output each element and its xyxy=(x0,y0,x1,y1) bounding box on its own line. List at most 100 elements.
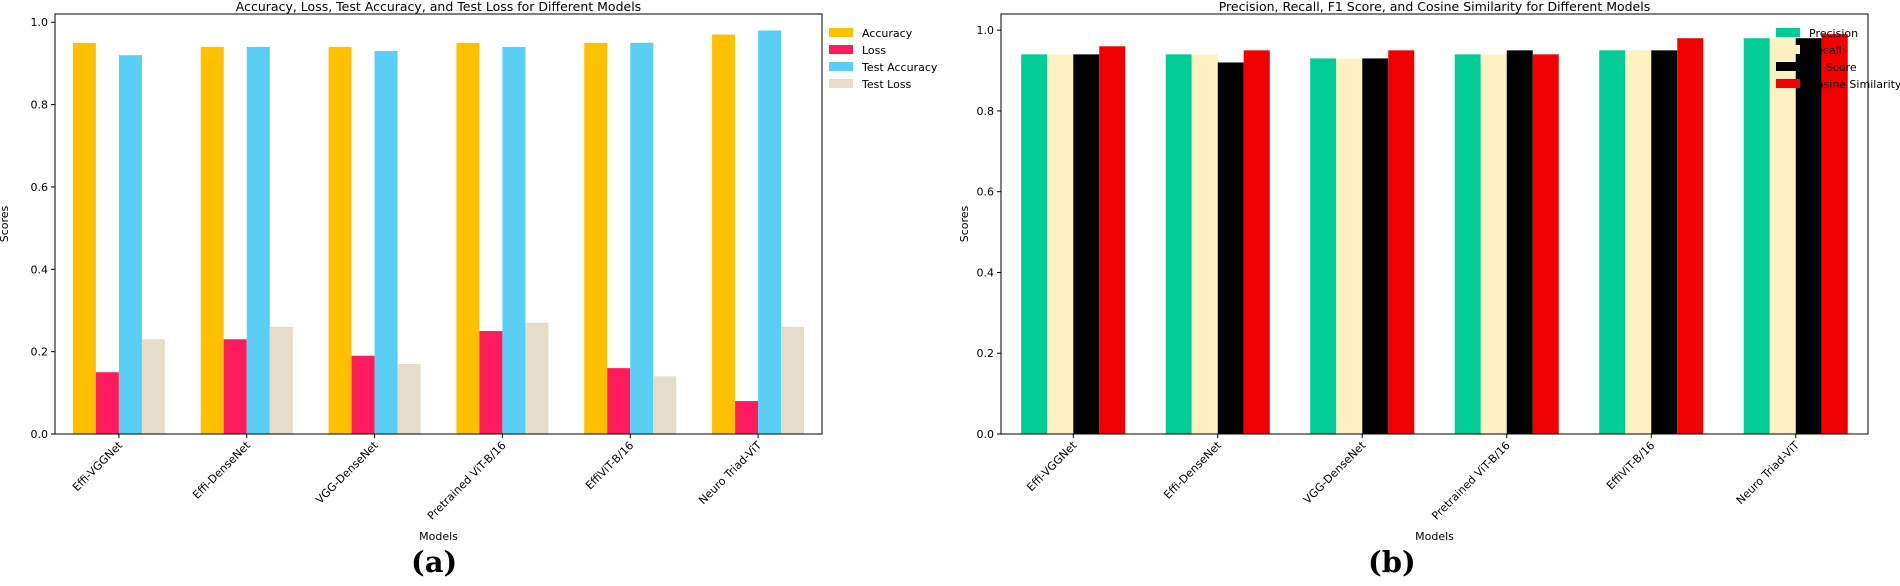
x-tick-label: EffiViT-B/16 xyxy=(583,439,636,492)
bar xyxy=(502,46,526,434)
legend-swatch xyxy=(829,28,853,37)
legend-swatch xyxy=(829,62,853,71)
x-tick-label: Effi-VGGNet xyxy=(70,438,125,493)
bar xyxy=(1243,50,1270,434)
bar xyxy=(328,46,352,434)
bar xyxy=(200,46,224,434)
legend-swatch xyxy=(1776,45,1800,54)
x-tick-label: Neuro Triad-ViT xyxy=(1734,439,1802,507)
legend-swatch xyxy=(1776,79,1800,88)
chart-title: Precision, Recall, F1 Score, and Cosine … xyxy=(1219,0,1651,14)
legend-label: Loss xyxy=(862,44,886,57)
chart-title: Accuracy, Loss, Test Accuracy, and Test … xyxy=(236,0,641,14)
legend-swatch xyxy=(829,45,853,54)
x-tick-label: VGG-DenseNet xyxy=(313,438,381,506)
legend-label: Test Loss xyxy=(861,78,912,91)
bar xyxy=(95,372,119,434)
legend-label: Cosine Similarity xyxy=(1809,78,1900,91)
legend: Precision Recall F1 Score Cosine Similarity xyxy=(1776,27,1900,91)
chart-b: Precision, Recall, F1 Score, and Cosine … xyxy=(958,0,1900,543)
bar xyxy=(479,331,503,434)
x-tick-label: EffiViT-B/16 xyxy=(1604,439,1657,492)
y-axis-label: Scores xyxy=(958,205,971,242)
series-test-loss xyxy=(141,322,805,434)
panel-label-b: (b) xyxy=(1368,545,1416,579)
y-tick-label: 0.2 xyxy=(977,347,995,360)
bar xyxy=(1532,54,1559,434)
legend-swatch xyxy=(829,79,853,88)
legend: Accuracy Loss Test Accuracy Test Loss xyxy=(829,27,938,91)
bar xyxy=(758,30,782,434)
bar xyxy=(712,34,736,435)
x-tick-label: Pretrained ViT-B/16 xyxy=(1429,439,1513,523)
x-axis-label: Models xyxy=(1415,530,1454,543)
bar xyxy=(1743,38,1770,434)
y-tick-label: 0.2 xyxy=(31,346,49,359)
y-tick-label: 0.6 xyxy=(977,186,995,199)
panel-label-a: (a) xyxy=(411,545,458,579)
y-tick-label: 0.8 xyxy=(31,99,49,112)
bar xyxy=(525,322,549,434)
bar xyxy=(1099,46,1126,435)
series-test-accuracy xyxy=(118,30,782,435)
y-tick-label: 0.6 xyxy=(31,181,49,194)
bar xyxy=(1073,54,1100,434)
y-tick-label: 0.0 xyxy=(977,428,995,441)
bar xyxy=(1651,50,1678,434)
bar xyxy=(1165,54,1192,434)
bar xyxy=(1677,38,1704,434)
bar xyxy=(1599,50,1626,434)
bar xyxy=(1388,50,1415,434)
bar xyxy=(397,364,421,434)
bar xyxy=(1506,50,1533,434)
series-accuracy xyxy=(72,34,736,435)
bar xyxy=(1021,54,1048,434)
x-tick-label: VGG-DenseNet xyxy=(1301,438,1369,506)
chart-a: Accuracy, Loss, Test Accuracy, and Test … xyxy=(0,0,938,543)
bar xyxy=(269,326,293,434)
bar xyxy=(351,355,375,434)
bar xyxy=(607,368,631,434)
bar xyxy=(584,42,608,434)
y-tick-label: 0.8 xyxy=(977,105,995,118)
bar xyxy=(1362,58,1389,435)
series-loss xyxy=(95,331,759,434)
x-axis-label: Models xyxy=(419,530,458,543)
series-recall xyxy=(1047,38,1796,435)
plot-frame xyxy=(54,13,823,435)
x-tick-label: Effi-DenseNet xyxy=(190,438,253,501)
x-tick-label: Effi-DenseNet xyxy=(1161,438,1224,501)
y-tick-label: 1.0 xyxy=(31,16,49,29)
plot-frame xyxy=(1000,13,1869,435)
legend-swatch xyxy=(1776,62,1800,71)
legend-swatch xyxy=(1776,28,1800,37)
legend-label: Test Accuracy xyxy=(861,61,938,74)
series-precision xyxy=(1021,38,1770,435)
bar xyxy=(1480,54,1507,434)
bar xyxy=(1191,54,1218,434)
series-f1-score xyxy=(1073,38,1822,435)
x-tick-label: Neuro Triad-ViT xyxy=(696,439,764,507)
series-cosine-similarity xyxy=(1099,34,1848,435)
y-axis-label: Scores xyxy=(0,205,11,242)
bar xyxy=(1454,54,1481,434)
bar xyxy=(72,42,96,434)
x-tick-label: Pretrained ViT-B/16 xyxy=(425,439,509,523)
legend-label: Precision xyxy=(1809,27,1858,40)
bar xyxy=(1769,38,1796,434)
bar xyxy=(141,339,165,434)
x-tick-label: Effi-VGGNet xyxy=(1024,438,1079,493)
bar xyxy=(1336,58,1363,435)
bar xyxy=(1310,58,1337,435)
bar xyxy=(456,42,480,434)
bar xyxy=(781,326,805,434)
bar xyxy=(653,376,677,434)
bar xyxy=(223,339,247,434)
y-tick-label: 1.0 xyxy=(977,24,995,37)
bar xyxy=(1795,38,1822,434)
bar xyxy=(735,401,759,434)
legend-label: Recall xyxy=(1809,44,1842,57)
y-tick-label: 0.4 xyxy=(977,266,995,279)
bar xyxy=(630,42,654,434)
